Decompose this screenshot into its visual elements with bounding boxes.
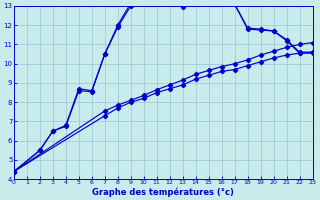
X-axis label: Graphe des températures (°c): Graphe des températures (°c): [92, 187, 234, 197]
